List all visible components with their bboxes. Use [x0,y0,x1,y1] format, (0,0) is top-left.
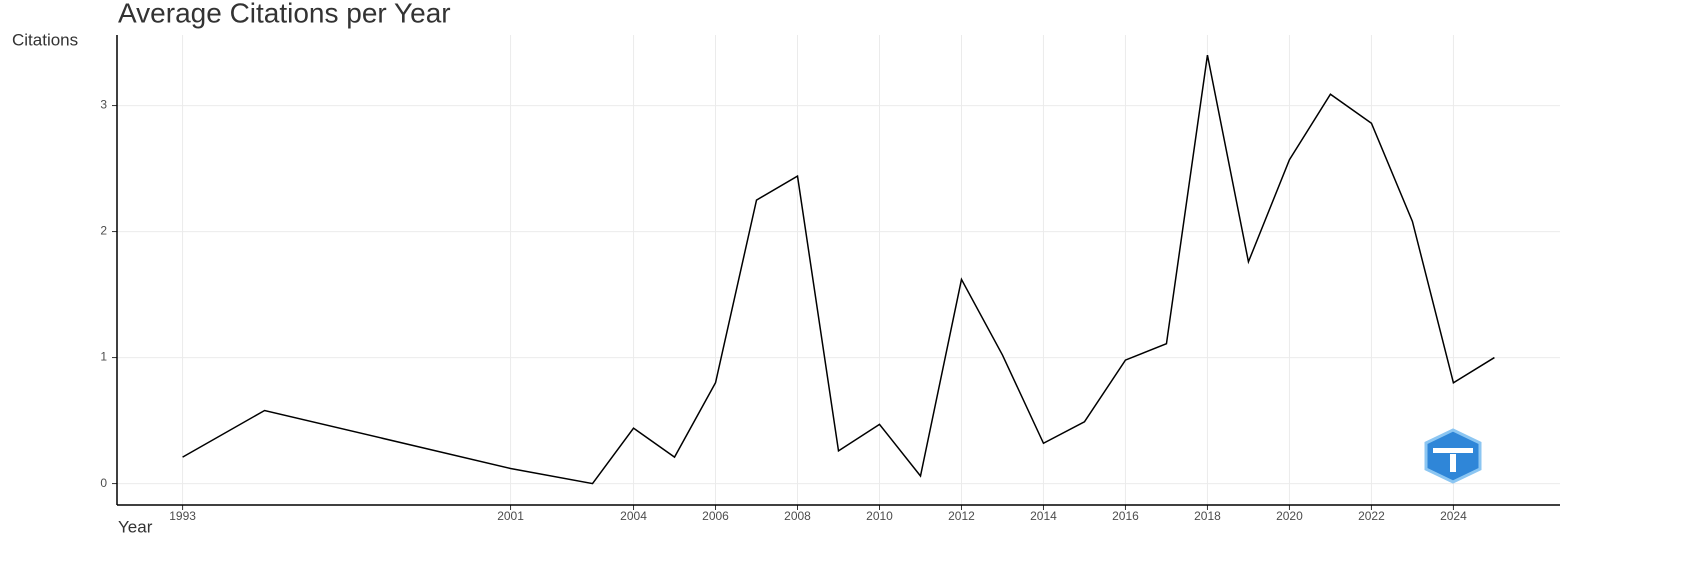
y-tick-label: 0 [100,476,107,490]
y-tick-label: 1 [100,350,107,364]
logo [1424,428,1482,484]
x-axis-label: Year [118,517,153,536]
y-axis-label: Citations [12,30,78,49]
x-tick-label: 2014 [1030,509,1057,523]
x-tick-label: 2008 [784,509,811,523]
y-tick-label: 3 [100,98,107,112]
x-tick-label: 2022 [1358,509,1385,523]
x-tick-label: 2004 [620,509,647,523]
x-tick-label: 2018 [1194,509,1221,523]
chart-title: Average Citations per Year [118,0,451,28]
x-tick-label: 1993 [169,509,196,523]
x-tick-label: 2012 [948,509,975,523]
x-tick-label: 2024 [1440,509,1467,523]
x-tick-label: 2010 [866,509,893,523]
x-tick-label: 2001 [497,509,524,523]
x-tick-label: 2006 [702,509,729,523]
data-line [182,55,1495,485]
y-tick-label: 2 [100,224,107,238]
x-tick-label: 2016 [1112,509,1139,523]
x-tick-label: 2020 [1276,509,1303,523]
